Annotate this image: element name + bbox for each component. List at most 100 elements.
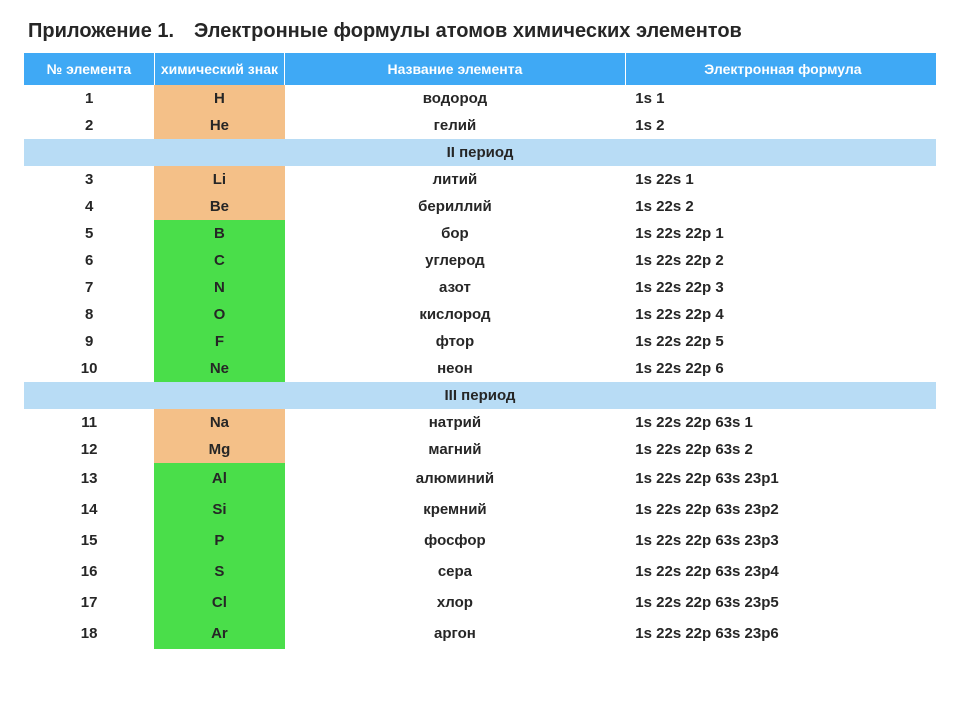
- cell-sym: N: [154, 274, 284, 301]
- table-row: 3 Li литий 1s 22s 1: [24, 166, 936, 193]
- table-row: 10 Ne неон 1s 22s 22p 6: [24, 355, 936, 382]
- cell-form: 1s 22s 22p 63s 23p5: [625, 587, 936, 618]
- cell-sym: H: [154, 85, 284, 112]
- cell-form: 1s 22s 22p 63s 23p6: [625, 618, 936, 649]
- cell-num: 5: [24, 220, 154, 247]
- cell-form: 1s 22s 22p 3: [625, 274, 936, 301]
- table-row: 11 Na натрий 1s 22s 22p 63s 1: [24, 409, 936, 436]
- cell-form: 1s 22s 22p 6: [625, 355, 936, 382]
- cell-name: алюминий: [285, 463, 626, 494]
- cell-sym: He: [154, 112, 284, 139]
- cell-sym: P: [154, 525, 284, 556]
- cell-sym: B: [154, 220, 284, 247]
- cell-sym: Ne: [154, 355, 284, 382]
- cell-form: 1s 22s 22p 1: [625, 220, 936, 247]
- cell-form: 1s 22s 22p 63s 23p2: [625, 494, 936, 525]
- cell-num: 18: [24, 618, 154, 649]
- cell-num: 13: [24, 463, 154, 494]
- header-num: № элемента: [24, 53, 154, 85]
- cell-form: 1s 22s 22p 63s 1: [625, 409, 936, 436]
- cell-name: аргон: [285, 618, 626, 649]
- table-row: 17 Cl хлор 1s 22s 22p 63s 23p5: [24, 587, 936, 618]
- cell-form: 1s 22s 22p 63s 23p3: [625, 525, 936, 556]
- cell-num: 9: [24, 328, 154, 355]
- cell-name: водород: [285, 85, 626, 112]
- cell-num: 1: [24, 85, 154, 112]
- cell-num: 11: [24, 409, 154, 436]
- cell-form: 1s 22s 22p 63s 23p1: [625, 463, 936, 494]
- cell-sym: Al: [154, 463, 284, 494]
- cell-name: натрий: [285, 409, 626, 436]
- table-row: 2 He гелий 1s 2: [24, 112, 936, 139]
- cell-form: 1s 22s 22p 5: [625, 328, 936, 355]
- cell-num: 4: [24, 193, 154, 220]
- cell-name: неон: [285, 355, 626, 382]
- cell-sym: C: [154, 247, 284, 274]
- cell-sym: Mg: [154, 436, 284, 463]
- cell-name: фосфор: [285, 525, 626, 556]
- cell-num: 6: [24, 247, 154, 274]
- cell-sym: Si: [154, 494, 284, 525]
- cell-sym: Be: [154, 193, 284, 220]
- page-title: Приложение 1. Электронные формулы атомов…: [24, 20, 936, 43]
- table-row: 6 C углерод 1s 22s 22p 2: [24, 247, 936, 274]
- cell-name: бор: [285, 220, 626, 247]
- table-row: 7 N азот 1s 22s 22p 3: [24, 274, 936, 301]
- header-name: Название элемента: [285, 53, 626, 85]
- period-3-label: III период: [24, 382, 936, 409]
- cell-num: 2: [24, 112, 154, 139]
- cell-name: гелий: [285, 112, 626, 139]
- cell-sym: Cl: [154, 587, 284, 618]
- cell-form: 1s 22s 22p 63s 2: [625, 436, 936, 463]
- cell-form: 1s 1: [625, 85, 936, 112]
- header-form: Электронная формула: [625, 53, 936, 85]
- cell-sym: Li: [154, 166, 284, 193]
- period-header-3: III период: [24, 382, 936, 409]
- cell-form: 1s 22s 22p 4: [625, 301, 936, 328]
- cell-name: углерод: [285, 247, 626, 274]
- cell-num: 15: [24, 525, 154, 556]
- cell-name: фтор: [285, 328, 626, 355]
- header-sym: химический знак: [154, 53, 284, 85]
- cell-name: сера: [285, 556, 626, 587]
- cell-num: 12: [24, 436, 154, 463]
- cell-name: литий: [285, 166, 626, 193]
- elements-table: № элемента химический знак Название элем…: [24, 53, 936, 649]
- period-header-2: II период: [24, 139, 936, 166]
- cell-num: 14: [24, 494, 154, 525]
- table-row: 9 F фтор 1s 22s 22p 5: [24, 328, 936, 355]
- cell-name: азот: [285, 274, 626, 301]
- cell-num: 10: [24, 355, 154, 382]
- cell-form: 1s 22s 1: [625, 166, 936, 193]
- table-row: 1 H водород 1s 1: [24, 85, 936, 112]
- header-row: № элемента химический знак Название элем…: [24, 53, 936, 85]
- period-2-label: II период: [24, 139, 936, 166]
- cell-num: 8: [24, 301, 154, 328]
- table-row: 4 Be бериллий 1s 22s 2: [24, 193, 936, 220]
- cell-sym: Ar: [154, 618, 284, 649]
- cell-form: 1s 22s 2: [625, 193, 936, 220]
- cell-num: 3: [24, 166, 154, 193]
- table-row: 15 P фосфор 1s 22s 22p 63s 23p3: [24, 525, 936, 556]
- cell-form: 1s 22s 22p 2: [625, 247, 936, 274]
- cell-name: магний: [285, 436, 626, 463]
- table-row: 13 Al алюминий 1s 22s 22p 63s 23p1: [24, 463, 936, 494]
- cell-sym: S: [154, 556, 284, 587]
- cell-sym: O: [154, 301, 284, 328]
- table-row: 5 B бор 1s 22s 22p 1: [24, 220, 936, 247]
- cell-form: 1s 2: [625, 112, 936, 139]
- cell-name: хлор: [285, 587, 626, 618]
- table-row: 14 Si кремний 1s 22s 22p 63s 23p2: [24, 494, 936, 525]
- table-row: 12 Mg магний 1s 22s 22p 63s 2: [24, 436, 936, 463]
- table-row: 8 O кислород 1s 22s 22p 4: [24, 301, 936, 328]
- cell-num: 17: [24, 587, 154, 618]
- cell-form: 1s 22s 22p 63s 23p4: [625, 556, 936, 587]
- cell-sym: Na: [154, 409, 284, 436]
- cell-num: 7: [24, 274, 154, 301]
- cell-name: бериллий: [285, 193, 626, 220]
- cell-name: кремний: [285, 494, 626, 525]
- table-row: 18 Ar аргон 1s 22s 22p 63s 23p6: [24, 618, 936, 649]
- cell-num: 16: [24, 556, 154, 587]
- cell-sym: F: [154, 328, 284, 355]
- table-row: 16 S сера 1s 22s 22p 63s 23p4: [24, 556, 936, 587]
